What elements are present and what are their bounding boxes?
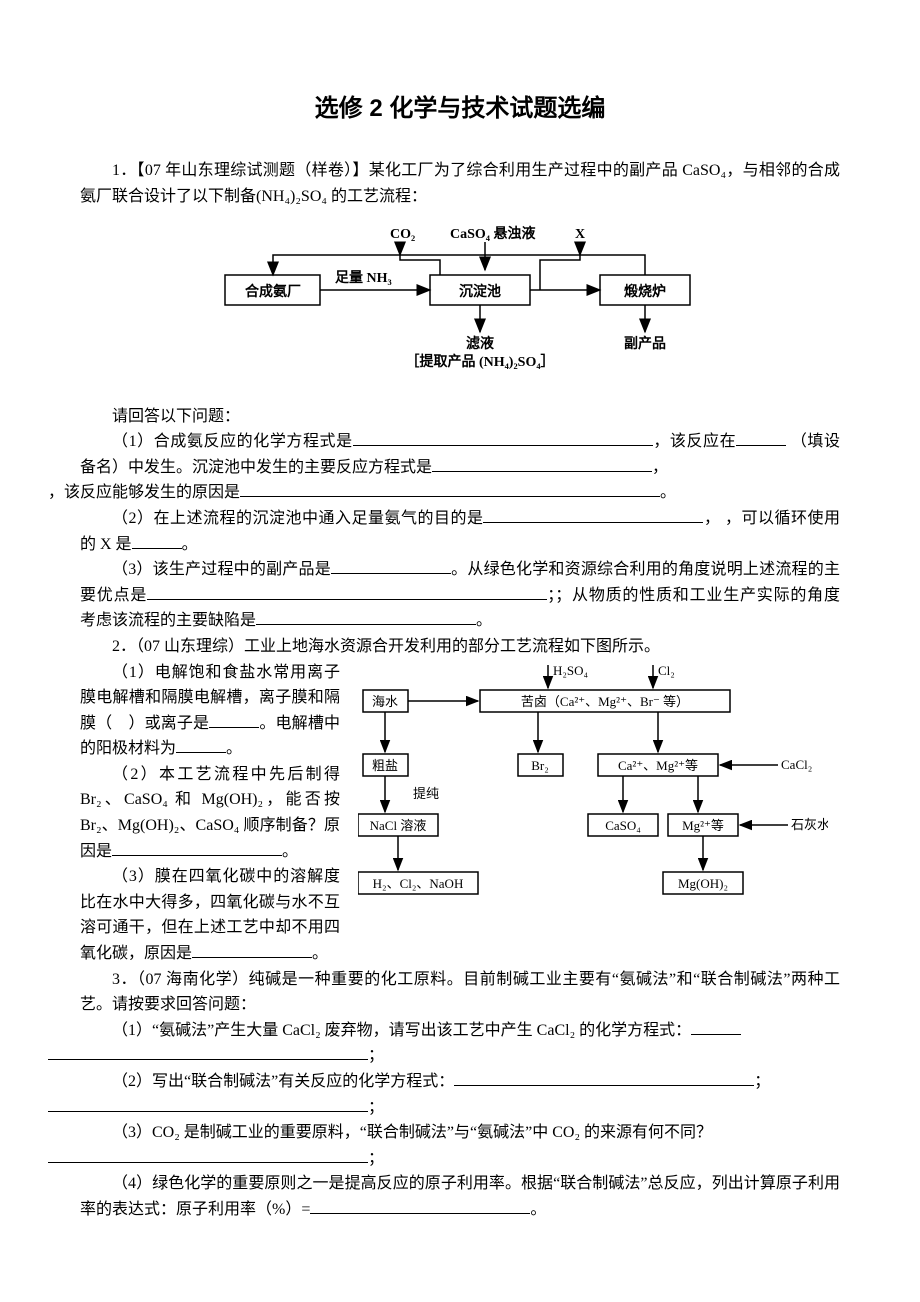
d1-liquid: 滤液 [466, 335, 495, 352]
d2-cacl2: CaCl₂ [781, 757, 812, 772]
q3-p2c: ； [368, 1099, 384, 1116]
q2-p3: （3）膜在四氧化碳中的溶解度比在水中大得多，四氧化碳与水不互溶可通干，但在上述工… [80, 864, 340, 966]
q3-p2: （2）写出“联合制碱法”有关反应的化学方程式： ； ； [80, 1069, 840, 1120]
blank [48, 1043, 368, 1060]
q3-p3a: （3）CO₂ 是制碱工业的重要原料，“联合制碱法”与“氨碱法”中 CO₂ 的来源… [112, 1124, 712, 1141]
blank [147, 583, 547, 600]
blank [192, 941, 312, 958]
d1-kiln: 煅烧炉 [624, 283, 666, 300]
d2-elec: H₂、Cl₂、NaOH [373, 876, 464, 891]
q2-p1c: 。 [226, 740, 242, 757]
blank [736, 429, 786, 446]
q2-p1: （1）电解饱和食盐水常用离子膜电解槽和隔膜电解槽，离子膜和隔膜（ ）或离子是。电… [80, 660, 340, 762]
q1-part1: （1）合成氨反应的化学方程式是，该反应在 （填设备名）中发生。沉淀池中发生的主要… [80, 429, 840, 506]
q3-p1b: ； [368, 1047, 384, 1064]
q1-p3d: 。 [476, 612, 492, 629]
blank [691, 1018, 741, 1035]
blank [209, 711, 259, 728]
blank [256, 608, 476, 625]
d1-x: X [575, 227, 585, 242]
d2-mg2: Mg²⁺等 [682, 818, 724, 833]
d2-bittern: 苦卤（Ca²⁺、Mg²⁺、Br⁻ 等） [521, 694, 689, 709]
blank [240, 480, 660, 497]
sep: ， [703, 510, 720, 527]
q1-p2c: 。 [182, 536, 198, 553]
blank [483, 506, 703, 523]
q3-lead: 3．（07 海南化学）纯碱是一种重要的化工原料。目前制碱工业主要有“氨碱法”和“… [80, 967, 840, 1018]
d2-h2so4: H₂SO₄ [553, 663, 589, 678]
q1-ask: 请回答以下问题： [80, 404, 840, 430]
q2-p2b: 。 [282, 843, 298, 860]
blank [454, 1069, 754, 1086]
d2-purify: 提纯 [413, 786, 439, 801]
q1-p1d-sep: ， [652, 459, 668, 476]
q2-p3b: 。 [312, 945, 328, 962]
d1-product: ［提取产品 (NH₄)₂SO₄］ [405, 353, 554, 370]
q3-p3b: ； [368, 1150, 384, 1167]
blank [48, 1146, 368, 1163]
blank [310, 1197, 530, 1214]
d2-lime: 石灰水 [791, 817, 828, 832]
blank [176, 736, 226, 753]
d2-br2: Br₂ [531, 758, 549, 773]
d2-sea: 海水 [372, 694, 398, 709]
q2-p2: （2）本工艺流程中先后制得 Br₂、CaSO₄ 和 Mg(OH)₂，能否按 Br… [80, 762, 340, 864]
d2-crude: 粗盐 [372, 758, 398, 773]
blank [432, 455, 652, 472]
q3-p1: （1）“氨碱法”产生大量 CaCl₂ 废弃物，请写出该工艺中产生 CaCl₂ 的… [80, 1018, 840, 1069]
d2-nacl: NaCl 溶液 [370, 818, 427, 833]
q3-p2a: （2）写出“联合制碱法”有关反应的化学方程式： [112, 1073, 454, 1090]
q1-p3a: （3）该生产过程中的副产品是 [112, 561, 331, 578]
blank [353, 429, 653, 446]
blank [112, 839, 282, 856]
q3-p1a: （1）“氨碱法”产生大量 CaCl₂ 废弃物，请写出该工艺中产生 CaCl₂ 的… [112, 1022, 691, 1039]
d1-ammonia: 合成氨厂 [245, 283, 301, 300]
q2-diagram: H₂SO₄ Cl₂ 海水 苦卤（Ca²⁺、Mg²⁺、Br⁻ 等） 粗盐 提纯 [358, 660, 840, 920]
d1-caso4: CaSO₄ 悬浊液 [450, 225, 536, 242]
q1-p1e: 。 [660, 484, 676, 501]
q1-part3: （3）该生产过程中的副产品是。从绿色化学和资源综合利用的角度说明上述流程的主要优… [80, 557, 840, 634]
blank [48, 1095, 368, 1112]
d1-nh3: 足量 NH₃ [335, 270, 392, 286]
d1-co2: CO₂ [390, 227, 415, 242]
d2-cl2: Cl₂ [658, 663, 675, 678]
d2-caso4: CaSO₄ [605, 818, 641, 833]
q3-p3: （3）CO₂ 是制碱工业的重要原料，“联合制碱法”与“氨碱法”中 CO₂ 的来源… [80, 1120, 840, 1171]
blank [331, 557, 451, 574]
q1-part2: （2）在上述流程的沉淀池中通入足量氨气的目的是， ，可以循环使用的 X 是。 [80, 506, 840, 557]
blank [132, 532, 182, 549]
q1-p1b: ，该反应在 [653, 433, 737, 450]
d1-byprod: 副产品 [624, 335, 666, 352]
q3-p4b: 。 [530, 1201, 546, 1218]
q1-diagram: CO₂ CaSO₄ 悬浊液 X 合成氨厂 沉淀池 煅烧炉 足量 NH₃ [200, 220, 720, 390]
q3-p4: （4）绿色化学的重要原则之一是提高反应的原子利用率。根据“联合制碱法”总反应，列… [80, 1171, 840, 1222]
d1-pond: 沉淀池 [459, 283, 501, 300]
q1-p1a: （1）合成氨反应的化学方程式是 [112, 433, 353, 450]
d2-mgoh2: Mg(OH)₂ [678, 876, 728, 891]
q1-p2a: （2）在上述流程的沉淀池中通入足量氨气的目的是 [112, 510, 483, 527]
q1-p1d: ，该反应能够发生的原因是 [48, 484, 240, 501]
q2-lead: 2．（07 山东理综）工业上地海水资源合开发利用的部分工艺流程如下图所示。 [80, 634, 840, 660]
q3-p2b: ； [754, 1073, 770, 1090]
d2-ions: Ca²⁺、Mg²⁺等 [618, 758, 698, 773]
page-title: 选修 2 化学与技术试题选编 [80, 90, 840, 128]
q1-lead: 1．【07 年山东理综试测题（样卷）】某化工厂为了综合利用生产过程中的副产品 C… [80, 158, 840, 209]
